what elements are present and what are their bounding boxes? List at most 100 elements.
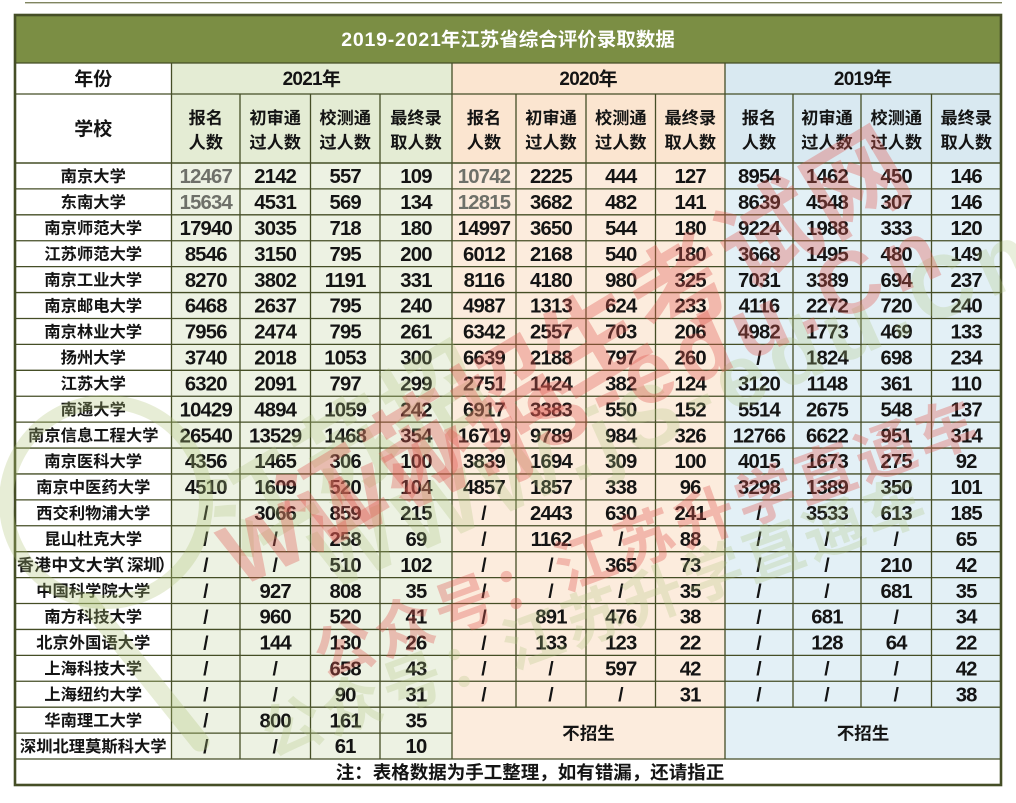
svg-text:2019-2021: 2019-2021 — [341, 29, 441, 51]
svg-text:12766: 12766 — [733, 425, 786, 447]
svg-text:215: 215 — [400, 503, 432, 525]
svg-text:/: / — [824, 529, 830, 551]
svg-text:22: 22 — [956, 633, 977, 655]
svg-text:/: / — [203, 503, 209, 525]
svg-text:5514: 5514 — [738, 399, 781, 421]
svg-text:2020: 2020 — [559, 69, 598, 90]
svg-text:2225: 2225 — [530, 166, 572, 188]
svg-text:/: / — [481, 658, 487, 680]
svg-text:/: / — [203, 581, 209, 603]
svg-text:12815: 12815 — [458, 192, 511, 214]
svg-text:/: / — [756, 503, 762, 525]
svg-text:694: 694 — [880, 270, 913, 292]
svg-text:2272: 2272 — [806, 296, 848, 318]
svg-text:544: 544 — [605, 218, 638, 240]
svg-text:3740: 3740 — [185, 348, 227, 370]
svg-text:482: 482 — [605, 192, 637, 214]
svg-text:382: 382 — [605, 374, 637, 396]
svg-text:185: 185 — [950, 503, 982, 525]
svg-text:808: 808 — [329, 581, 361, 603]
svg-text:444: 444 — [605, 166, 638, 188]
svg-text:3120: 3120 — [738, 374, 780, 396]
svg-text:261: 261 — [400, 322, 432, 344]
svg-text:13529: 13529 — [249, 425, 302, 447]
svg-text:795: 795 — [329, 244, 361, 266]
svg-text:338: 338 — [605, 477, 637, 499]
svg-text:92: 92 — [956, 451, 977, 473]
svg-text:6342: 6342 — [463, 322, 505, 344]
svg-text:14997: 14997 — [458, 218, 511, 240]
svg-text:134: 134 — [400, 192, 433, 214]
svg-text:2443: 2443 — [530, 503, 572, 525]
svg-text:124: 124 — [674, 374, 707, 396]
svg-text:/: / — [481, 581, 487, 603]
svg-text:2142: 2142 — [254, 166, 296, 188]
svg-text:797: 797 — [329, 374, 361, 396]
svg-text:/: / — [481, 555, 487, 577]
svg-text:38: 38 — [956, 684, 977, 706]
svg-text:1148: 1148 — [807, 374, 848, 396]
svg-text:/: / — [618, 581, 624, 603]
svg-text:550: 550 — [605, 399, 637, 421]
svg-text:127: 127 — [674, 166, 706, 188]
svg-text:/: / — [203, 736, 209, 758]
svg-text:469: 469 — [880, 322, 912, 344]
svg-text:4987: 4987 — [463, 296, 505, 318]
svg-text:/: / — [756, 658, 762, 680]
svg-text:/: / — [203, 710, 209, 732]
svg-text:2675: 2675 — [806, 399, 848, 421]
svg-text:/: / — [893, 529, 899, 551]
svg-text:180: 180 — [400, 218, 432, 240]
svg-text:/: / — [272, 529, 278, 551]
svg-text:1191: 1191 — [325, 270, 366, 292]
svg-text:10742: 10742 — [458, 166, 511, 188]
svg-text:795: 795 — [329, 296, 361, 318]
svg-text:/: / — [756, 347, 762, 369]
svg-text:35: 35 — [956, 581, 977, 603]
svg-text:480: 480 — [880, 244, 912, 266]
svg-text:34: 34 — [956, 607, 978, 629]
svg-text:/: / — [272, 555, 278, 577]
svg-text:/: / — [756, 581, 762, 603]
svg-text:15634: 15634 — [180, 192, 234, 214]
svg-text:3650: 3650 — [530, 218, 572, 240]
svg-text:2637: 2637 — [254, 296, 296, 318]
svg-text:597: 597 — [605, 659, 637, 681]
svg-text:133: 133 — [950, 322, 982, 344]
svg-text:4531: 4531 — [254, 192, 296, 214]
svg-text:109: 109 — [400, 166, 432, 188]
svg-text:42: 42 — [956, 659, 977, 681]
svg-text:4356: 4356 — [185, 451, 227, 473]
svg-text:309: 309 — [605, 451, 637, 473]
svg-text:/: / — [203, 684, 209, 706]
svg-text:101: 101 — [950, 477, 982, 499]
svg-text:795: 795 — [329, 322, 361, 344]
svg-text:681: 681 — [811, 607, 843, 629]
svg-text:/: / — [548, 658, 554, 680]
svg-text:698: 698 — [880, 348, 912, 370]
svg-text:6012: 6012 — [463, 244, 505, 266]
svg-text:4894: 4894 — [254, 399, 297, 421]
svg-text:/: / — [824, 684, 830, 706]
svg-text:260: 260 — [674, 348, 706, 370]
svg-text:1694: 1694 — [530, 451, 573, 473]
svg-text:/: / — [203, 529, 209, 551]
svg-text:100: 100 — [674, 451, 706, 473]
svg-text:26540: 26540 — [180, 425, 233, 447]
svg-text:/: / — [203, 658, 209, 680]
svg-text:210: 210 — [880, 555, 912, 577]
svg-text:180: 180 — [674, 218, 706, 240]
svg-text:361: 361 — [880, 374, 912, 396]
svg-text:240: 240 — [950, 296, 982, 318]
svg-text:146: 146 — [950, 166, 982, 188]
svg-text:/: / — [481, 684, 487, 706]
svg-text:240: 240 — [400, 296, 432, 318]
svg-text:/: / — [618, 684, 624, 706]
svg-text:510: 510 — [329, 555, 361, 577]
svg-text:4116: 4116 — [739, 296, 780, 318]
svg-text:31: 31 — [680, 684, 701, 706]
svg-text:/: / — [824, 658, 830, 680]
svg-text:6468: 6468 — [185, 296, 227, 318]
svg-text:10: 10 — [406, 736, 427, 758]
svg-text:4982: 4982 — [738, 322, 780, 344]
